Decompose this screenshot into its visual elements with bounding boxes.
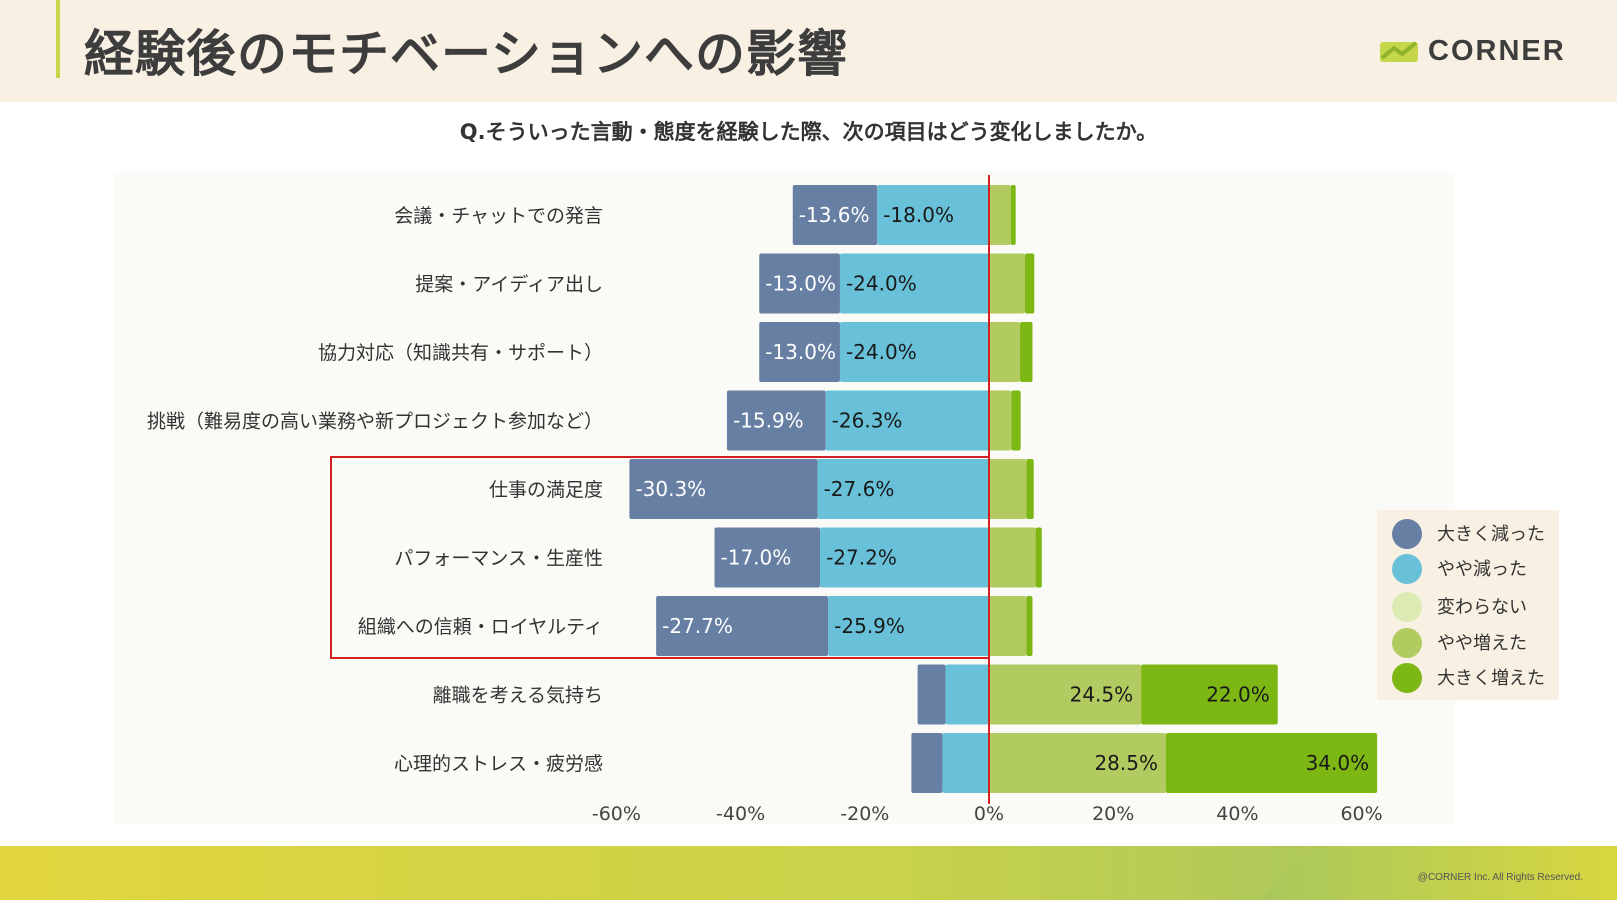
category-label: 離職を考える気持ち (433, 685, 603, 707)
category-label: 協力対応（知識共有・サポート） (318, 342, 603, 364)
x-tick-label: 20% (1092, 803, 1134, 825)
chart-title: Q.そういった言動・態度を経験した際、次の項目はどう変化しましたか。 (459, 120, 1158, 144)
bar-segment (989, 596, 1027, 656)
legend-swatch (1392, 592, 1422, 622)
bar-segment (942, 733, 989, 793)
data-label: -27.7% (662, 614, 733, 638)
bar-segment (714, 527, 821, 588)
data-label: -30.3% (635, 477, 706, 501)
bar-segment (1026, 596, 1033, 656)
bar-segment (1141, 664, 1278, 725)
legend-swatch (1392, 628, 1422, 658)
bar-segment (877, 185, 989, 245)
category-label: パフォーマンス・生産性 (394, 548, 603, 570)
bar-segment (989, 185, 1011, 245)
category-label: 組織への信頼・ロイヤルティ (358, 616, 603, 638)
x-tick-label: -40% (716, 803, 765, 825)
bar-segment (1026, 459, 1034, 519)
legend-label: やや減った (1437, 559, 1527, 580)
data-label: -27.2% (826, 546, 897, 570)
bar-segment (759, 322, 840, 382)
bar-segment (1011, 390, 1021, 451)
category-label: 心理的ストレス・疲労感 (394, 753, 603, 775)
data-label: -24.0% (846, 272, 917, 296)
bar-segment (825, 390, 989, 451)
legend-swatch (1392, 663, 1422, 693)
data-label: 22.0% (1206, 683, 1270, 707)
data-label: -26.3% (832, 409, 903, 433)
data-label: -13.0% (765, 340, 836, 364)
category-label: 仕事の満足度 (489, 479, 603, 501)
data-label: -17.0% (721, 546, 792, 570)
bar-segment (945, 664, 989, 725)
x-tick-label: 60% (1340, 803, 1382, 825)
bar-segment (1165, 733, 1378, 793)
footer-stripe (1260, 846, 1617, 900)
x-tick-label: -60% (592, 803, 641, 825)
bar-segment (820, 527, 989, 588)
bar-segment (828, 596, 989, 656)
category-label: 挑戦（難易度の高い業務や新プロジェクト参加など） (147, 411, 603, 433)
bar-segment (989, 322, 1021, 382)
category-label: 提案・アイディア出し (415, 274, 603, 296)
data-label: -18.0% (883, 203, 954, 227)
data-label: 24.5% (1070, 683, 1134, 707)
bar-segment (656, 596, 829, 656)
bar-segment (726, 390, 826, 451)
bar-segment (989, 459, 1027, 519)
bar-segment (1025, 253, 1035, 314)
corner-logo: CORNER (1380, 34, 1566, 67)
data-label: 28.5% (1094, 751, 1158, 775)
bar-segment (817, 459, 989, 519)
data-label: -25.9% (834, 614, 905, 638)
legend-swatch (1392, 519, 1422, 549)
data-label: -13.6% (799, 203, 870, 227)
corner-logo-icon (1380, 41, 1418, 62)
page-title: 経験後のモチベーションへの影響 (84, 25, 848, 83)
data-label: -13.0% (765, 272, 836, 296)
legend-label: 変わらない (1437, 597, 1527, 618)
bar-segment (911, 733, 943, 793)
highlight-box (330, 456, 990, 659)
x-tick-label: 0% (974, 803, 1004, 825)
legend-label: 大きく減った (1437, 524, 1545, 545)
bar-segment (989, 253, 1026, 314)
bar-segment (629, 459, 818, 519)
category-label: 会議・チャットでの発言 (394, 205, 603, 227)
bar-segment (917, 664, 946, 725)
data-label: -24.0% (846, 340, 917, 364)
bar-segment (1010, 185, 1016, 245)
header-band (0, 0, 1617, 102)
bar-segment (989, 390, 1012, 451)
bar-segment (839, 253, 989, 314)
header-accent-bar (56, 0, 60, 78)
data-label: 34.0% (1306, 751, 1370, 775)
legend-swatch (1392, 554, 1422, 584)
bar-segment (1035, 527, 1042, 588)
data-label: -15.9% (733, 409, 804, 433)
bar-segment (1020, 322, 1033, 382)
legend-label: やや増えた (1437, 633, 1527, 654)
bar-segment (792, 185, 878, 245)
x-tick-label: -20% (840, 803, 889, 825)
x-tick-label: 40% (1216, 803, 1258, 825)
bar-segment (839, 322, 989, 382)
bar-segment (759, 253, 840, 314)
bar-segment (989, 733, 1166, 793)
bar-segment (989, 527, 1036, 588)
logo-text: CORNER (1428, 34, 1566, 67)
copyright-text: @CORNER Inc. All Rights Reserved. (1417, 872, 1583, 883)
data-label: -27.6% (824, 477, 895, 501)
bar-segment (989, 664, 1142, 725)
legend-label: 大きく増えた (1437, 668, 1545, 689)
